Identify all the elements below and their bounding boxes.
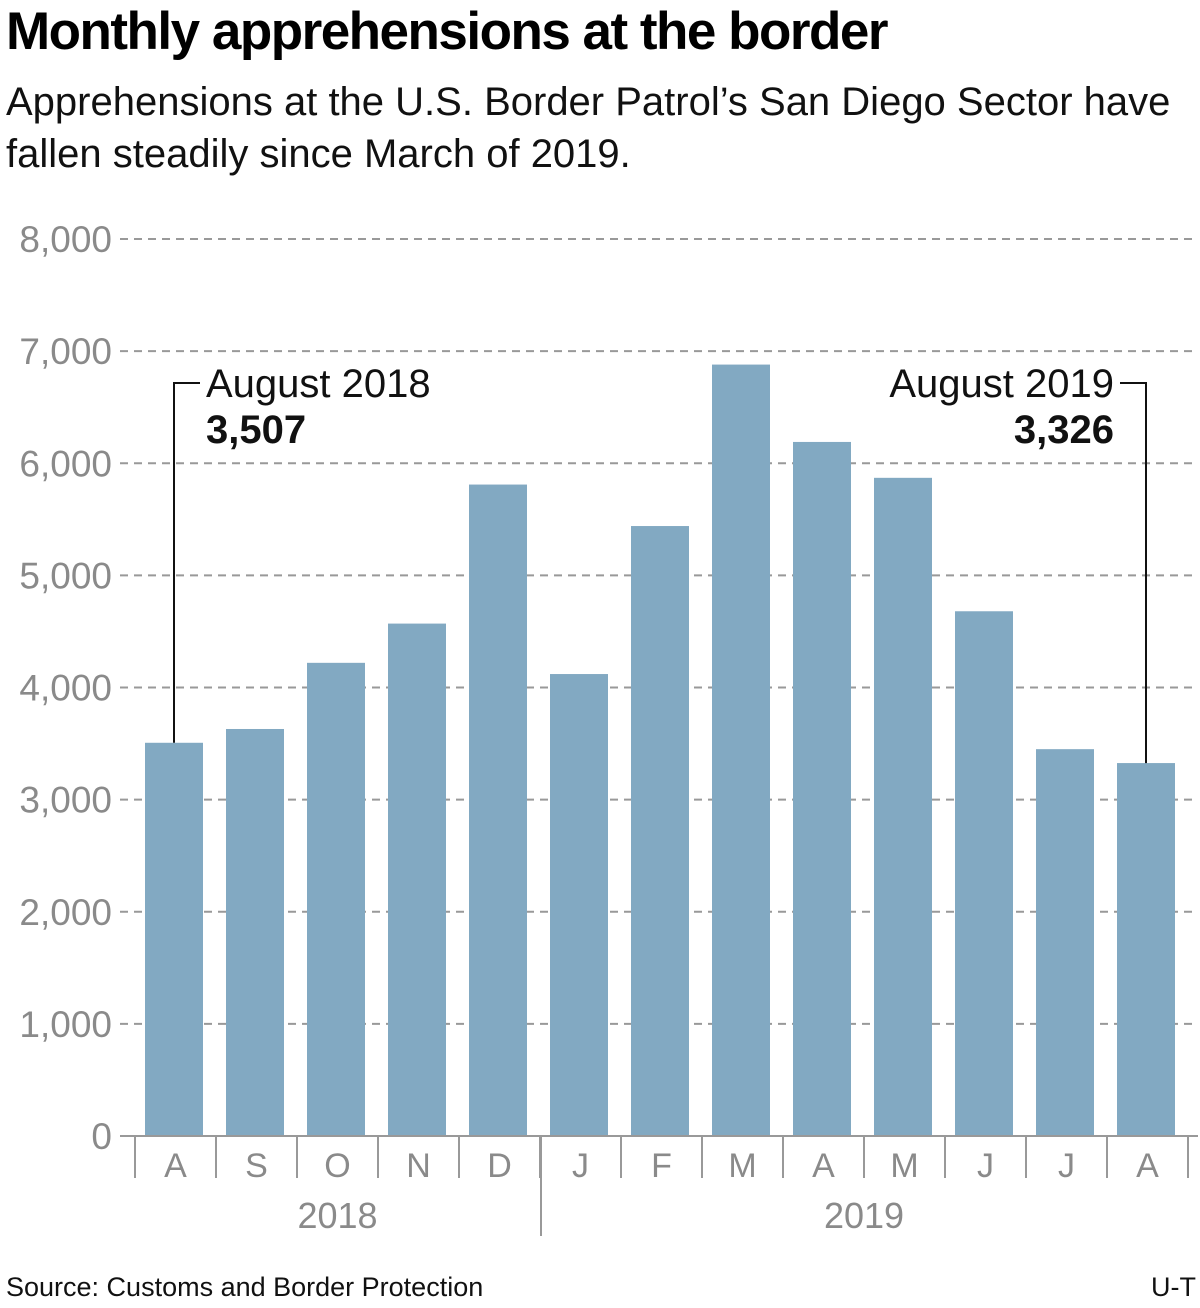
bar [307,662,365,1136]
y-tick-label: 2,000 [19,892,112,933]
annotation-leader-line [1120,382,1147,764]
annotation-leader-line [173,382,200,743]
bar [1117,763,1175,1136]
bar [226,728,284,1136]
x-tick-label: F [651,1147,672,1185]
chart-subtitle: Apprehensions at the U.S. Border Patrol’… [6,80,1171,176]
bars [145,364,1175,1137]
x-tick-label: A [1136,1147,1159,1185]
x-tick-label: M [728,1147,756,1185]
x-tick-label: S [245,1147,268,1185]
bar [550,674,608,1136]
annotation-label: August 2019 [889,362,1114,406]
bar [145,742,203,1136]
bar [874,477,932,1136]
y-tick-label: 7,000 [19,331,112,372]
y-tick-label: 4,000 [19,668,112,709]
bar [1036,749,1094,1136]
y-tick-label: 6,000 [19,443,112,484]
bar [631,526,689,1136]
bar [793,441,851,1136]
bar [955,611,1013,1136]
annotation-value: 3,507 [206,408,306,452]
x-tick-label: N [406,1147,431,1185]
y-tick-label: 0 [91,1116,112,1157]
y-tick-label: 1,000 [19,1004,112,1045]
x-tick-label: J [572,1147,589,1185]
bar [388,623,446,1136]
y-tick-label: 8,000 [19,219,112,260]
x-tick-label: J [977,1147,994,1185]
annotation-value: 3,326 [1014,408,1114,452]
bar [712,364,770,1137]
x-tick-label: A [164,1147,187,1185]
source-note: Source: Customs and Border Protection [6,1272,484,1302]
y-tick-label: 3,000 [19,780,112,821]
bar [469,484,527,1137]
x-tick-label: J [1058,1147,1075,1185]
credit-label: U-T [1151,1272,1196,1302]
x-tick-label: M [890,1147,918,1185]
y-tick-label: 5,000 [19,555,112,596]
chart-title: Monthly apprehensions at the border [6,2,888,61]
x-tick-label: A [812,1147,835,1185]
year-label: 2018 [297,1195,377,1236]
x-tick-label: O [324,1147,350,1185]
x-tick-label: D [487,1147,512,1185]
y-axis-ticks: 0 1,000 2,000 3,000 4,000 5,000 6,000 7,000 8,00… [19,219,112,1157]
x-axis: A S O N D J F M A M J J A 2018 2019 [120,1135,1198,1236]
year-label: 2019 [824,1195,904,1236]
annotation-label: August 2018 [206,362,431,406]
